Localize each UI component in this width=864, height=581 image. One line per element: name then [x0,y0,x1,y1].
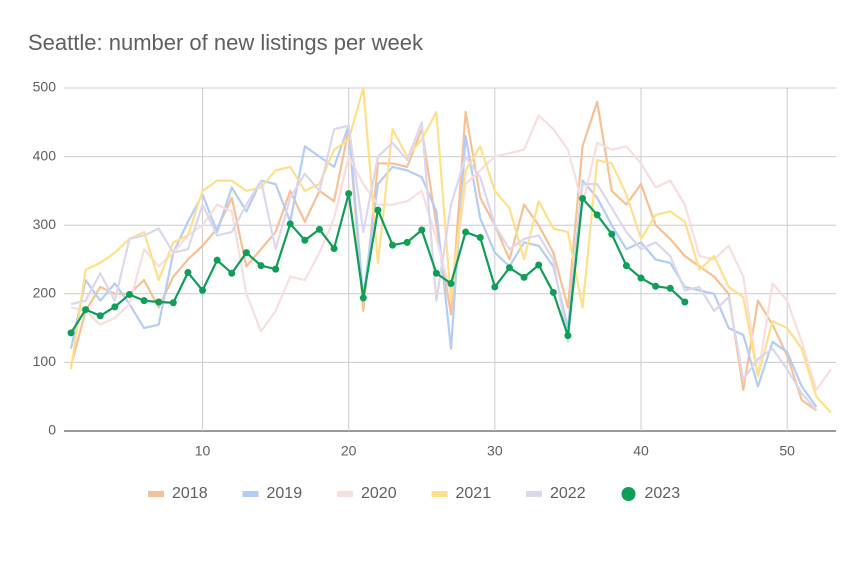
point [315,225,323,233]
chart-title: Seattle: number of new listings per week [28,30,424,55]
series-line [70,121,818,412]
legend-label: 2018 [172,485,208,502]
point [125,290,133,298]
legend-label: 2023 [645,485,681,502]
point [432,269,440,277]
y-tick-label: 200 [33,285,57,301]
point [272,265,280,273]
point [622,262,630,270]
point [169,299,177,307]
point [476,234,484,242]
legend-label: 2020 [361,485,397,502]
point [345,190,353,198]
point [82,306,90,314]
x-tick-label: 40 [633,443,649,459]
point [520,273,528,281]
y-tick-label: 100 [33,353,57,369]
point [228,269,236,277]
point [681,298,689,306]
x-tick-label: 10 [195,443,211,459]
point [184,269,192,277]
legend-label: 2019 [267,485,303,502]
y-tick-label: 400 [33,147,57,163]
point [359,294,367,302]
point [579,194,587,202]
legend-label: 2021 [456,485,492,502]
series-line [69,86,832,414]
y-tick-label: 300 [33,216,57,232]
y-tick-label: 0 [48,422,56,438]
point [257,262,265,270]
point [301,236,309,244]
point [242,249,250,257]
x-tick-label: 30 [487,443,503,459]
point [330,245,338,253]
point [593,211,601,219]
y-tick-label: 500 [33,79,57,95]
point [666,284,674,292]
point [96,312,104,320]
point [140,297,148,305]
legend-label: 2022 [550,485,586,502]
point [549,288,557,296]
point [535,261,543,269]
point [213,256,221,264]
point [608,230,616,238]
point [637,274,645,282]
point [505,264,513,272]
point [199,286,207,294]
point [462,228,470,236]
point [111,303,119,311]
point [652,282,660,290]
point [564,332,572,340]
legend-marker [621,487,636,501]
point [418,226,426,234]
point [403,238,411,246]
point [389,241,397,249]
x-tick-label: 20 [341,443,357,459]
point [286,220,294,228]
point [374,206,382,214]
point [491,283,499,291]
point [155,298,163,306]
x-tick-label: 50 [779,443,795,459]
point [447,280,455,288]
point [67,329,75,337]
